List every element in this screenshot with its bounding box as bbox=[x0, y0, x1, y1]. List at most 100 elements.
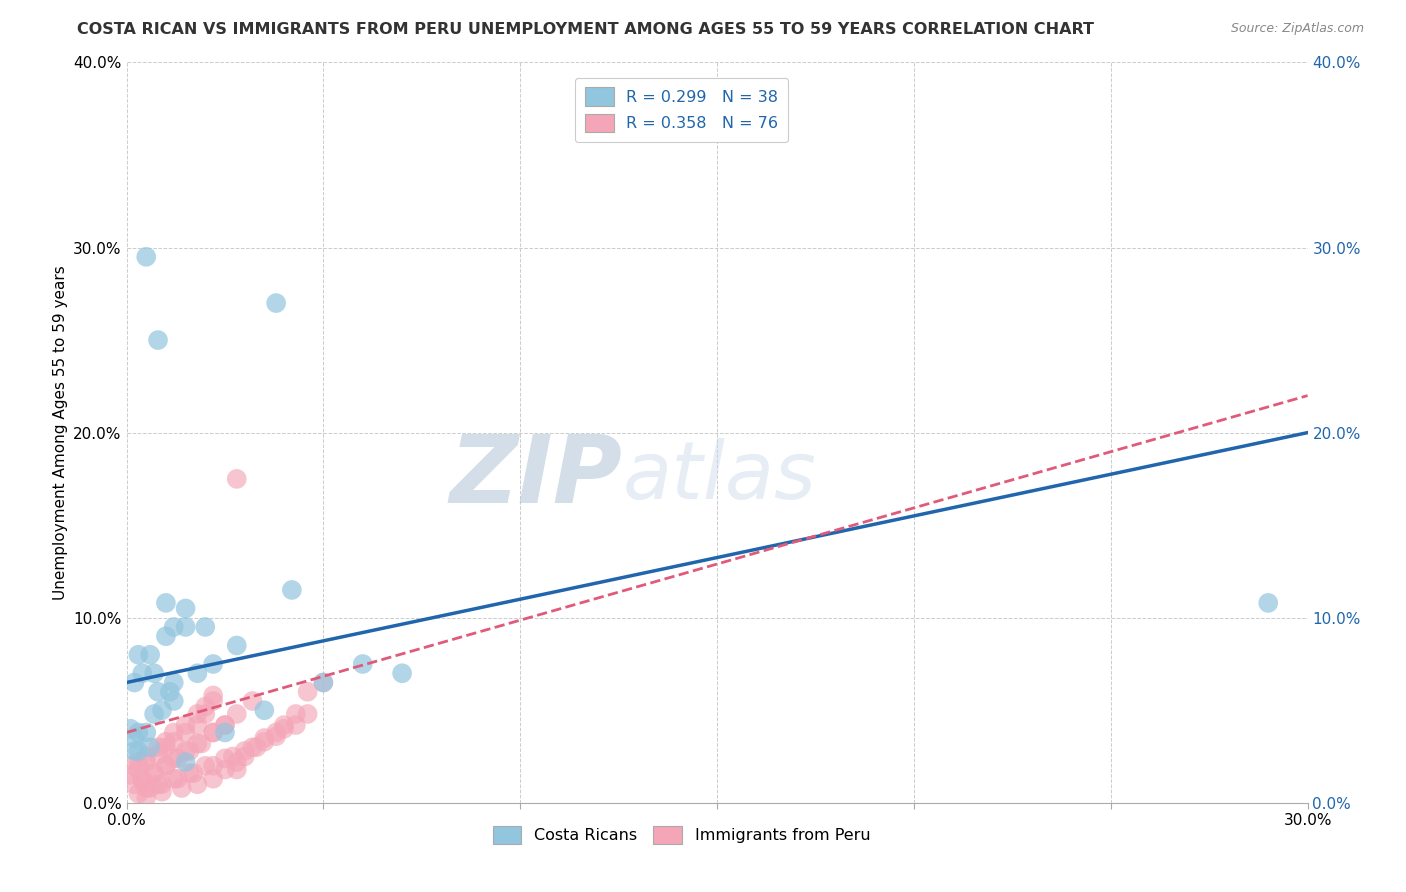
Point bbox=[174, 718, 197, 732]
Point bbox=[186, 718, 208, 732]
Point bbox=[186, 706, 208, 721]
Point bbox=[202, 694, 225, 708]
Point bbox=[120, 722, 142, 736]
Point bbox=[135, 780, 157, 795]
Point bbox=[202, 657, 225, 671]
Point bbox=[163, 694, 186, 708]
Point bbox=[233, 749, 256, 764]
Point bbox=[163, 751, 186, 765]
Point bbox=[281, 582, 304, 597]
Point bbox=[150, 777, 173, 791]
Point bbox=[150, 703, 173, 717]
Point bbox=[245, 740, 267, 755]
Point bbox=[166, 751, 188, 765]
Point bbox=[1257, 596, 1279, 610]
Point bbox=[155, 629, 177, 643]
Point bbox=[179, 744, 201, 758]
Point bbox=[127, 787, 149, 801]
Point bbox=[127, 763, 149, 777]
Point bbox=[297, 685, 319, 699]
Point bbox=[155, 740, 177, 755]
Point bbox=[143, 766, 166, 780]
Point bbox=[284, 718, 307, 732]
Point bbox=[163, 735, 186, 749]
Point bbox=[202, 689, 225, 703]
Point bbox=[139, 648, 162, 662]
Point bbox=[159, 685, 181, 699]
Point bbox=[120, 768, 142, 782]
Point bbox=[163, 725, 186, 739]
Point bbox=[273, 718, 295, 732]
Point bbox=[222, 749, 245, 764]
Point bbox=[127, 725, 149, 739]
Point bbox=[155, 596, 177, 610]
Point bbox=[139, 740, 162, 755]
Point bbox=[146, 747, 169, 762]
Text: ZIP: ZIP bbox=[450, 431, 623, 523]
Point bbox=[124, 777, 146, 791]
Point bbox=[264, 725, 287, 739]
Point bbox=[131, 666, 153, 681]
Point bbox=[174, 725, 197, 739]
Point bbox=[127, 744, 149, 758]
Point bbox=[391, 666, 413, 681]
Text: atlas: atlas bbox=[623, 438, 817, 516]
Point bbox=[163, 675, 186, 690]
Point bbox=[190, 737, 212, 751]
Point bbox=[146, 333, 169, 347]
Point bbox=[264, 296, 287, 310]
Point bbox=[143, 666, 166, 681]
Y-axis label: Unemployment Among Ages 55 to 59 years: Unemployment Among Ages 55 to 59 years bbox=[52, 265, 67, 600]
Point bbox=[166, 772, 188, 786]
Point bbox=[194, 620, 217, 634]
Point bbox=[186, 666, 208, 681]
Point bbox=[150, 785, 173, 799]
Point bbox=[131, 772, 153, 786]
Point bbox=[155, 735, 177, 749]
Point bbox=[284, 706, 307, 721]
Point bbox=[139, 780, 162, 795]
Point bbox=[297, 706, 319, 721]
Point bbox=[174, 755, 197, 769]
Point bbox=[194, 758, 217, 772]
Point bbox=[143, 706, 166, 721]
Point bbox=[183, 766, 205, 780]
Point bbox=[163, 620, 186, 634]
Point bbox=[253, 735, 276, 749]
Point bbox=[131, 773, 153, 788]
Point bbox=[194, 706, 217, 721]
Point bbox=[155, 758, 177, 772]
Point bbox=[135, 250, 157, 264]
Point bbox=[135, 755, 157, 769]
Point bbox=[146, 740, 169, 755]
Point bbox=[124, 744, 146, 758]
Legend: Costa Ricans, Immigrants from Peru: Costa Ricans, Immigrants from Peru bbox=[486, 819, 877, 850]
Point bbox=[186, 777, 208, 791]
Point bbox=[127, 648, 149, 662]
Point bbox=[202, 725, 225, 739]
Point bbox=[253, 731, 276, 745]
Point bbox=[186, 737, 208, 751]
Point bbox=[253, 703, 276, 717]
Point bbox=[179, 766, 201, 780]
Point bbox=[124, 731, 146, 745]
Point bbox=[135, 725, 157, 739]
Point bbox=[233, 744, 256, 758]
Point bbox=[194, 699, 217, 714]
Point bbox=[174, 620, 197, 634]
Point bbox=[214, 725, 236, 739]
Point bbox=[202, 772, 225, 786]
Point bbox=[155, 758, 177, 772]
Point bbox=[242, 740, 264, 755]
Point bbox=[225, 639, 247, 653]
Point bbox=[202, 758, 225, 772]
Text: Source: ZipAtlas.com: Source: ZipAtlas.com bbox=[1230, 22, 1364, 36]
Point bbox=[225, 755, 247, 769]
Point bbox=[214, 751, 236, 765]
Point bbox=[225, 763, 247, 777]
Point bbox=[135, 790, 157, 805]
Point bbox=[120, 758, 142, 772]
Point bbox=[127, 755, 149, 769]
Point bbox=[312, 675, 335, 690]
Point bbox=[225, 706, 247, 721]
